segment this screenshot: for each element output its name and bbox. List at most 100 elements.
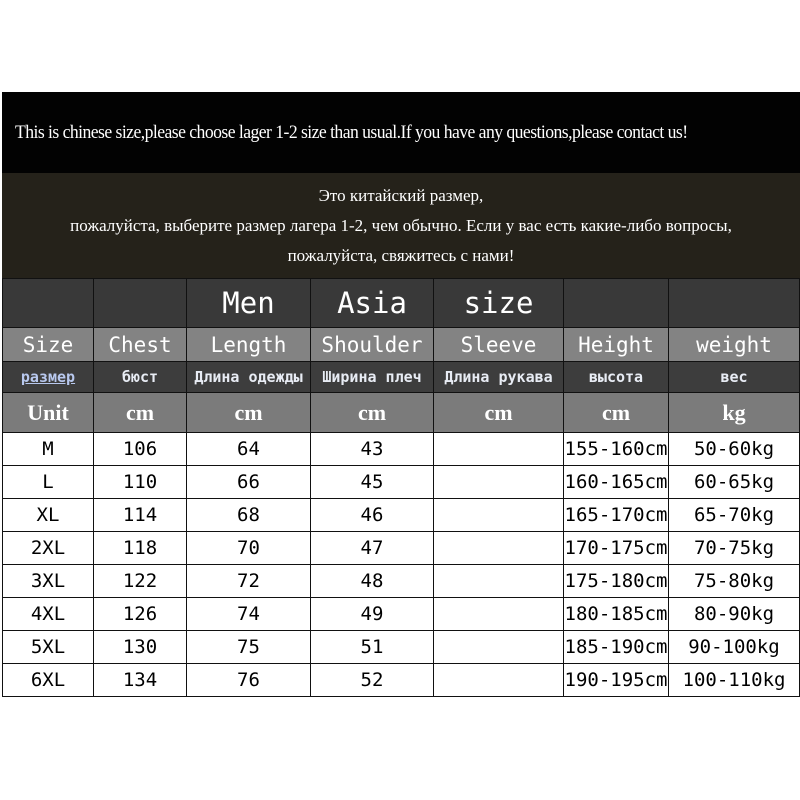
table-cell: 160-165cm (563, 465, 669, 499)
table-cell (433, 564, 564, 598)
table-cell: 90-100kg (668, 630, 800, 664)
table-cell: размер (2, 361, 94, 393)
table-cell (563, 278, 669, 328)
english-notice-text: This is chinese size,please choose lager… (15, 122, 688, 143)
table-cell: 6XL (2, 663, 94, 697)
english-notice-banner: This is chinese size,please choose lager… (2, 92, 800, 173)
table-cell: cm (186, 392, 311, 433)
table-cell: 66 (186, 465, 311, 499)
table-cell: 70 (186, 531, 311, 565)
table-row: 4XL 126 74 49 180-185cm 80-90kg (2, 597, 800, 631)
table-cell: бюст (93, 361, 187, 393)
table-cell: 130 (93, 630, 187, 664)
table-row: XL 114 68 46 165-170cm 65-70kg (2, 498, 800, 532)
table-cell: 80-90kg (668, 597, 800, 631)
table-cell: cm (93, 392, 187, 433)
table-cell (433, 531, 564, 565)
table-cell: size (433, 278, 564, 328)
header-row-english: Size Chest Length Shoulder Sleeve Height weigh… (2, 327, 800, 362)
table-cell: 155-160cm (563, 432, 669, 466)
table-cell (433, 465, 564, 499)
table-cell (433, 432, 564, 466)
table-cell (668, 278, 800, 328)
size-chart-table: Men Asia size Size Chest Length Shoulder Sleeve… (2, 278, 800, 697)
table-cell: 52 (310, 663, 434, 697)
table-cell: 43 (310, 432, 434, 466)
table-cell: cm (563, 392, 669, 433)
table-cell: kg (668, 392, 800, 433)
table-cell: Unit (2, 392, 94, 433)
table-cell: 2XL (2, 531, 94, 565)
table-cell (433, 498, 564, 532)
table-cell: Ширина плеч (310, 361, 434, 393)
table-cell: 118 (93, 531, 187, 565)
table-cell: cm (310, 392, 434, 433)
header-row-russian: размер бюст Длина одежды Ширина плеч Длина р… (2, 361, 800, 393)
table-cell: 122 (93, 564, 187, 598)
table-cell (93, 278, 187, 328)
table-cell: вес (668, 361, 800, 393)
table-cell (433, 597, 564, 631)
table-cell: Длина рукава (433, 361, 564, 393)
table-cell: 65-70kg (668, 498, 800, 532)
table-cell: 170-175cm (563, 531, 669, 565)
table-cell: 60-65kg (668, 465, 800, 499)
table-cell: 110 (93, 465, 187, 499)
table-cell (433, 630, 564, 664)
table-cell: 134 (93, 663, 187, 697)
table-cell: Chest (93, 327, 187, 362)
table-cell: 190-195cm (563, 663, 669, 697)
table-cell: Sleeve (433, 327, 564, 362)
table-cell: Asia (310, 278, 434, 328)
table-cell: L (2, 465, 94, 499)
table-cell: 75 (186, 630, 311, 664)
table-cell: 126 (93, 597, 187, 631)
table-cell: 165-170cm (563, 498, 669, 532)
table-cell: 76 (186, 663, 311, 697)
table-cell: M (2, 432, 94, 466)
russian-notice-line: пожалуйста, выберите размер лагера 1-2, … (70, 216, 732, 235)
table-row: 3XL 122 72 48 175-180cm 75-80kg (2, 564, 800, 598)
table-cell: 47 (310, 531, 434, 565)
russian-notice-line: Это китайский размер, (318, 186, 484, 205)
table-cell: 180-185cm (563, 597, 669, 631)
table-cell: 4XL (2, 597, 94, 631)
table-cell: Length (186, 327, 311, 362)
table-cell: 185-190cm (563, 630, 669, 664)
title-row: Men Asia size (2, 278, 800, 328)
table-cell: 68 (186, 498, 311, 532)
table-cell: 72 (186, 564, 311, 598)
table-row: 5XL 130 75 51 185-190cm 90-100kg (2, 630, 800, 664)
table-cell: 49 (310, 597, 434, 631)
unit-row: Unit cm cm cm cm cm kg (2, 392, 800, 433)
table-cell: Длина одежды (186, 361, 311, 393)
table-cell: Size (2, 327, 94, 362)
table-row: 2XL 118 70 47 170-175cm 70-75kg (2, 531, 800, 565)
table-cell: 3XL (2, 564, 94, 598)
table-cell: Men (186, 278, 311, 328)
table-cell: weight (668, 327, 800, 362)
table-cell (2, 278, 94, 328)
table-cell: 106 (93, 432, 187, 466)
table-cell: Shoulder (310, 327, 434, 362)
table-cell: 45 (310, 465, 434, 499)
table-cell: 74 (186, 597, 311, 631)
table-cell: 48 (310, 564, 434, 598)
table-cell: Height (563, 327, 669, 362)
table-cell: высота (563, 361, 669, 393)
table-cell: 100-110kg (668, 663, 800, 697)
table-row: 6XL 134 76 52 190-195cm 100-110kg (2, 663, 800, 697)
russian-notice-banner: Это китайский размер, пожалуйста, выбери… (2, 173, 800, 278)
table-cell: 70-75kg (668, 531, 800, 565)
table-cell: cm (433, 392, 564, 433)
table-cell: 175-180cm (563, 564, 669, 598)
table-cell: 50-60kg (668, 432, 800, 466)
russian-notice-line: пожалуйста, свяжитесь с нами! (287, 246, 515, 265)
table-cell: 46 (310, 498, 434, 532)
table-cell: 64 (186, 432, 311, 466)
table-cell: 5XL (2, 630, 94, 664)
table-cell: 75-80kg (668, 564, 800, 598)
table-cell: XL (2, 498, 94, 532)
table-cell: 114 (93, 498, 187, 532)
table-row: M 106 64 43 155-160cm 50-60kg (2, 432, 800, 466)
